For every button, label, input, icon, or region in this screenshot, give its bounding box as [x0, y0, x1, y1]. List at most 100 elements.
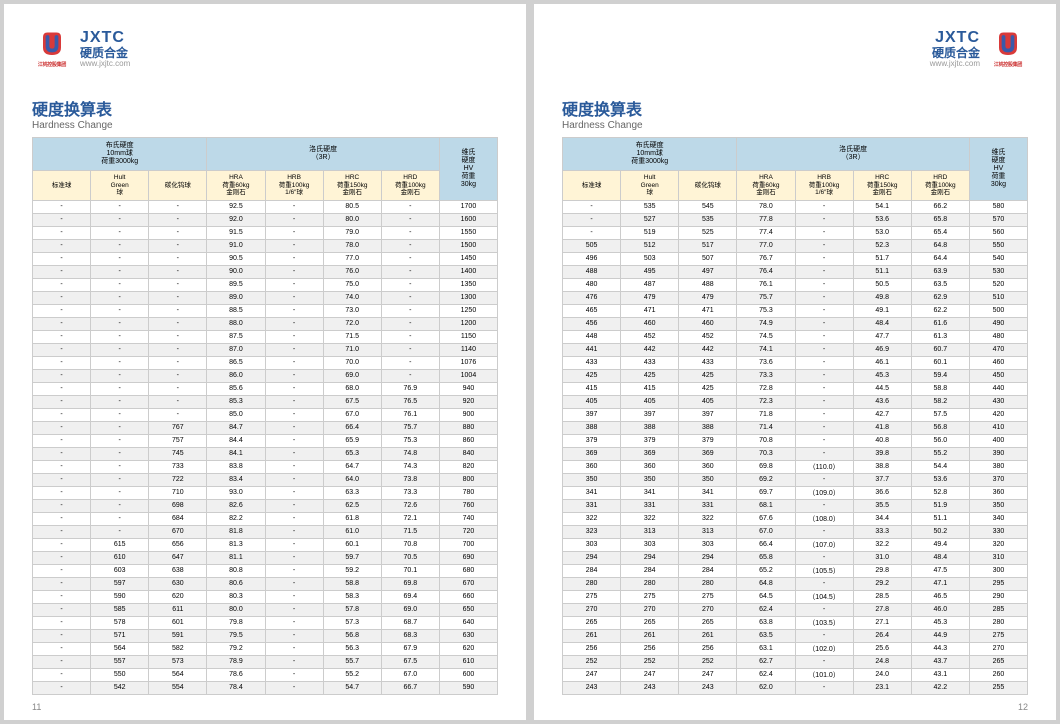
- table-cell: 275: [621, 590, 679, 603]
- table-cell: 295: [969, 577, 1027, 590]
- table-cell: 44.9: [911, 629, 969, 642]
- table-row: 24724724762.4（101.0）24.043.1260: [563, 668, 1028, 681]
- table-cell: 78.4: [207, 681, 265, 694]
- table-cell: 480: [563, 278, 621, 291]
- table-cell: 265: [679, 616, 737, 629]
- table-cell: 611: [149, 603, 207, 616]
- table-cell: 89.5: [207, 278, 265, 291]
- table-cell: 53.0: [853, 226, 911, 239]
- table-cell: -: [91, 213, 149, 226]
- table-row: ---85.3-67.576.5920: [33, 395, 498, 408]
- table-cell: 1140: [439, 343, 497, 356]
- table-row: -61064781.1-59.770.5690: [33, 551, 498, 564]
- table-row: 26126126163.5-26.444.9275: [563, 629, 1028, 642]
- table-cell: 550: [969, 239, 1027, 252]
- table-cell: 64.5: [737, 590, 795, 603]
- table-cell: -: [33, 239, 91, 252]
- table-cell: -: [149, 343, 207, 356]
- table-cell: 535: [679, 213, 737, 226]
- table-row: ---88.0-72.0-1200: [33, 317, 498, 330]
- table-cell: -: [381, 291, 439, 304]
- table-cell: 62.4: [737, 603, 795, 616]
- table-cell: 75.3: [737, 304, 795, 317]
- table-cell: 92.0: [207, 213, 265, 226]
- table-cell: 745: [149, 447, 207, 460]
- table-cell: -: [795, 629, 853, 642]
- hdr-c3: 碳化钨球: [149, 171, 207, 200]
- table-cell: 270: [563, 603, 621, 616]
- table-cell: 341: [621, 486, 679, 499]
- table-cell: -: [33, 382, 91, 395]
- hdr-c4: HRA荷重60kg金刚石: [207, 171, 265, 200]
- table-cell: 46.9: [853, 343, 911, 356]
- table-row: 44845245274.5-47.761.3480: [563, 330, 1028, 343]
- table-cell: 525: [679, 226, 737, 239]
- table-cell: -: [381, 278, 439, 291]
- table-cell: 400: [969, 434, 1027, 447]
- table-cell: 350: [621, 473, 679, 486]
- table-cell: 71.8: [737, 408, 795, 421]
- table-cell: -: [33, 564, 91, 577]
- table-cell: 294: [563, 551, 621, 564]
- table-cell: -: [265, 681, 323, 694]
- table-cell: 42.7: [853, 408, 911, 421]
- table-cell: 74.1: [737, 343, 795, 356]
- table-cell: -: [265, 603, 323, 616]
- table-cell: 24.0: [853, 668, 911, 681]
- hdr-c3: 碳化钨球: [679, 171, 737, 200]
- table-cell: 58.2: [911, 395, 969, 408]
- table-cell: 497: [679, 265, 737, 278]
- table-row: --69882.6-62.572.6760: [33, 499, 498, 512]
- hdr-rockwell: 洛氏硬度（3R）: [737, 138, 970, 171]
- table-row: -57860179.8-57.368.7640: [33, 616, 498, 629]
- table-row: ---92.0-80.0-1600: [33, 213, 498, 226]
- table-cell: 700: [439, 538, 497, 551]
- table-cell: 780: [439, 486, 497, 499]
- table-cell: -: [265, 239, 323, 252]
- table-cell: 53.6: [853, 213, 911, 226]
- title-en: Hardness Change: [562, 120, 1028, 131]
- table-cell: -: [795, 603, 853, 616]
- table-cell: 74.3: [381, 460, 439, 473]
- table-cell: 76.7: [737, 252, 795, 265]
- table-cell: 465: [563, 304, 621, 317]
- table-cell: 88.5: [207, 304, 265, 317]
- table-cell: 390: [969, 447, 1027, 460]
- table-cell: 1700: [439, 200, 497, 213]
- table-cell: 265: [563, 616, 621, 629]
- table-cell: 252: [563, 655, 621, 668]
- table-cell: -: [795, 577, 853, 590]
- table-cell: -: [91, 434, 149, 447]
- table-cell: -: [381, 252, 439, 265]
- table-cell: -: [149, 226, 207, 239]
- table-cell: 91.0: [207, 239, 265, 252]
- table-cell: -: [33, 642, 91, 655]
- table-cell: 69.0: [323, 369, 381, 382]
- table-cell: 590: [439, 681, 497, 694]
- table-row: 32232232267.6（108.0）34.451.1340: [563, 512, 1028, 525]
- page-left: 江钨控股集团 JXTC 硬质合金 www.jxjtc.com 硬度换算表 Har…: [4, 4, 526, 720]
- table-row: 42542542573.3-45.359.4450: [563, 369, 1028, 382]
- table-cell: 900: [439, 408, 497, 421]
- table-cell: 615: [91, 538, 149, 551]
- table-row: -54255478.4-54.766.7590: [33, 681, 498, 694]
- table-cell: 920: [439, 395, 497, 408]
- table-cell: 78.9: [207, 655, 265, 668]
- table-cell: 31.0: [853, 551, 911, 564]
- table-cell: 58.8: [323, 577, 381, 590]
- table-cell: -: [33, 603, 91, 616]
- table-cell: 1600: [439, 213, 497, 226]
- table-cell: -: [33, 265, 91, 278]
- hdr-brinell: 布氏硬度10mm球荷重3000kg: [33, 138, 207, 171]
- brand-sub: 硬质合金: [80, 47, 130, 60]
- table-cell: 284: [621, 564, 679, 577]
- table-cell: 425: [563, 369, 621, 382]
- table-cell: 37.7: [853, 473, 911, 486]
- table-cell: 51.9: [911, 499, 969, 512]
- table-cell: 59.4: [911, 369, 969, 382]
- table-cell: -: [33, 460, 91, 473]
- table-cell: 270: [679, 603, 737, 616]
- table-cell: 49.4: [911, 538, 969, 551]
- table-cell: 71.4: [737, 421, 795, 434]
- table-cell: 684: [149, 512, 207, 525]
